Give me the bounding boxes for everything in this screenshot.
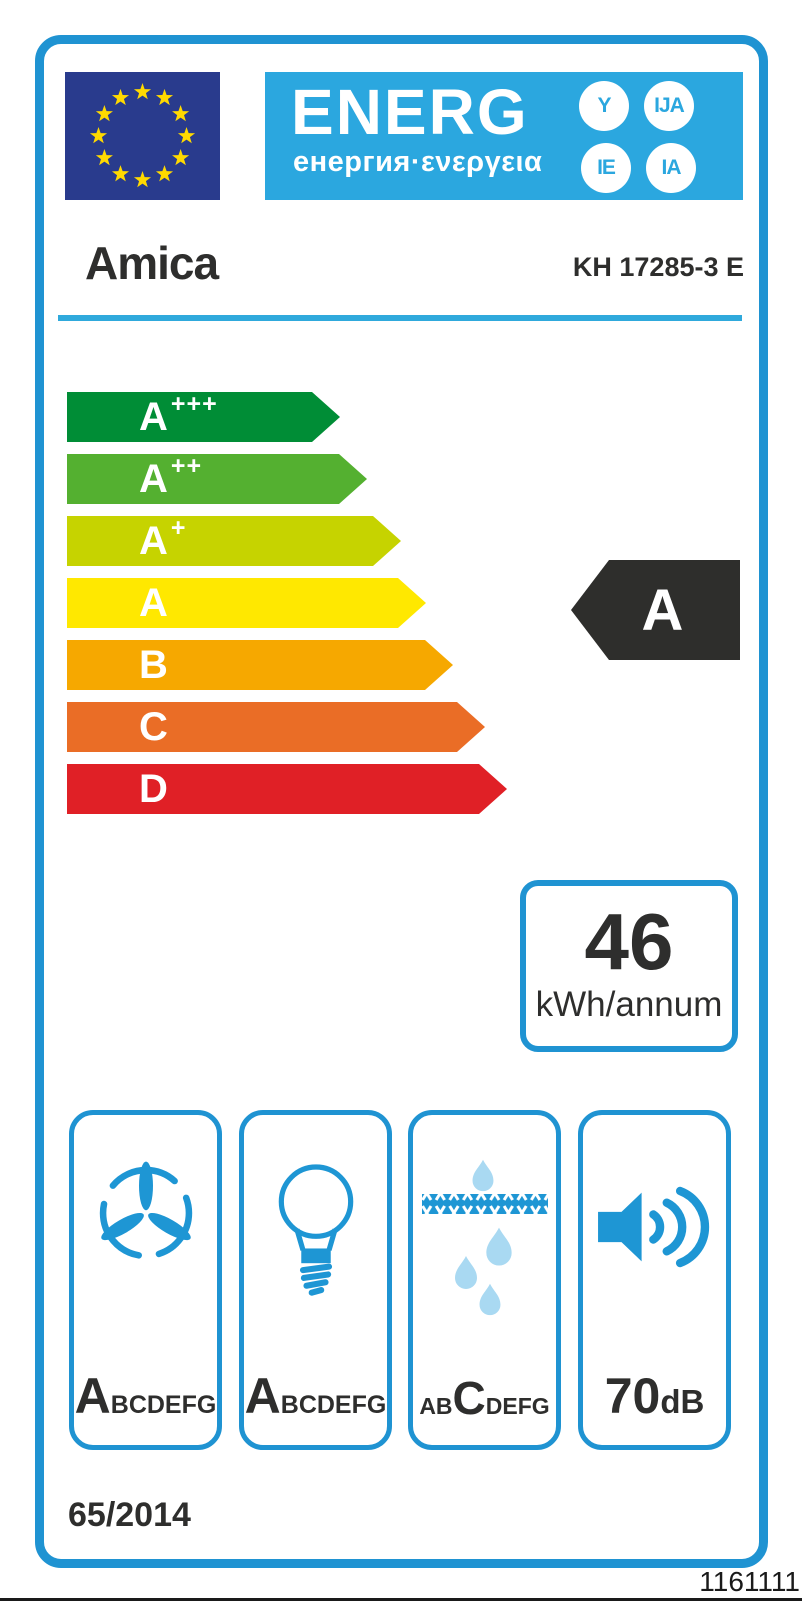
eu-flag-icon — [65, 72, 220, 200]
bottom-rule — [0, 1598, 802, 1601]
energ-suffix-ija: IJA — [644, 81, 694, 131]
class-label: C — [139, 705, 168, 749]
regulation-number: 65/2014 — [68, 1496, 191, 1534]
energy-class-a: A — [67, 578, 426, 628]
model-number: KH 17285-3 E — [572, 252, 744, 282]
lighting-rating: ABCDEFG — [244, 1368, 387, 1424]
grease-filter-rating: ABCDEFG — [419, 1372, 550, 1424]
fan-icon — [90, 1157, 202, 1274]
noise-level-box: 70dB — [578, 1110, 731, 1450]
energy-class-a-plus3: A +++ — [67, 392, 340, 442]
energy-class-d: D — [67, 764, 507, 814]
brand-name: Amica — [85, 237, 219, 289]
energ-title: ENERG — [291, 76, 529, 148]
energy-class-a-plus1: A + — [67, 516, 401, 566]
class-label: D — [139, 767, 168, 811]
current-rating-arrow: A — [571, 560, 740, 660]
energ-suffix-ie: IE — [581, 143, 631, 193]
fan-rating: ABCDEFG — [74, 1368, 217, 1424]
energy-class-a-plus2: A ++ — [67, 454, 367, 504]
noise-rating: 70dB — [604, 1368, 705, 1424]
energ-suffix-y: Y — [579, 81, 629, 131]
class-label: B — [139, 643, 168, 687]
grease-filter-icon — [420, 1143, 550, 1323]
document-code: 1161111 — [699, 1566, 800, 1597]
class-label: A ++ — [139, 452, 203, 501]
energy-class-c: C — [67, 702, 485, 752]
energy-class-b: B — [67, 640, 453, 690]
current-rating-letter: A — [641, 577, 684, 643]
fan-efficiency-box: ABCDEFG — [69, 1110, 222, 1450]
bulb-icon — [264, 1157, 368, 1312]
divider-line — [58, 315, 742, 321]
energ-suffix-ia: IA — [646, 143, 696, 193]
class-label: A +++ — [139, 390, 218, 439]
lighting-efficiency-box: ABCDEFG — [239, 1110, 392, 1450]
energ-header: ENERG енергия·ενεργεια Y IJA IE IA — [265, 72, 743, 200]
consumption-unit: kWh/annum — [535, 985, 723, 1024]
annual-consumption-box: 46 kWh/annum — [520, 880, 738, 1052]
energ-subtitle: енергия·ενεργεια — [293, 146, 543, 178]
grease-filter-box: ABCDEFG — [408, 1110, 561, 1450]
class-label: A — [139, 581, 168, 625]
class-label: A + — [139, 514, 187, 563]
eu-flag — [65, 72, 220, 200]
consumption-value: 46 — [584, 897, 674, 986]
speaker-icon — [588, 1173, 722, 1286]
